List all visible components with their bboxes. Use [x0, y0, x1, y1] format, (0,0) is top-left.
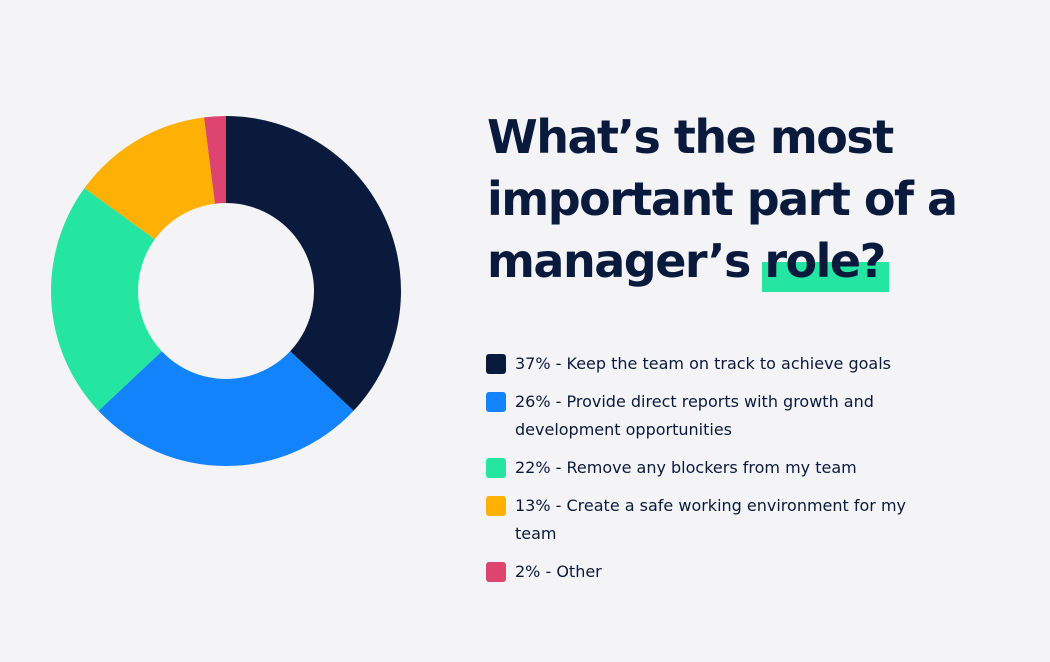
legend-item: 2% - Other	[486, 558, 926, 586]
legend-label: 2% - Other	[515, 562, 602, 581]
title-line-3: manager’s	[487, 234, 751, 288]
legend-swatch	[486, 354, 506, 374]
donut-slice-1	[226, 116, 401, 411]
legend-swatch	[486, 562, 506, 582]
legend-swatch	[486, 392, 506, 412]
legend-item: 26% - Provide direct reports with growth…	[486, 388, 926, 444]
title-line-1: What’s the most	[487, 110, 894, 164]
legend-item: 22% - Remove any blockers from my team	[486, 454, 926, 482]
donut-slice-4	[84, 117, 215, 240]
legend-item: 37% - Keep the team on track to achieve …	[486, 350, 926, 378]
donut-slice-5	[204, 116, 226, 204]
donut-slice-2	[98, 351, 354, 466]
title-highlight-text: role?	[764, 234, 886, 288]
legend-label: 37% - Keep the team on track to achieve …	[515, 354, 891, 373]
donut-chart	[50, 116, 401, 466]
title-highlight: role?	[762, 230, 890, 292]
legend-label: 13% - Create a safe working environment …	[515, 496, 907, 543]
page-title: What’s the most important part of a mana…	[487, 106, 1007, 292]
legend-swatch	[486, 496, 506, 516]
legend-label: 26% - Provide direct reports with growth…	[515, 392, 874, 439]
legend-swatch	[486, 458, 506, 478]
title-line-2: important part of a	[487, 172, 958, 226]
chart-legend: 37% - Keep the team on track to achieve …	[486, 350, 926, 596]
legend-item: 13% - Create a safe working environment …	[486, 492, 926, 548]
donut-slice-3	[50, 188, 162, 411]
legend-label: 22% - Remove any blockers from my team	[515, 458, 857, 477]
